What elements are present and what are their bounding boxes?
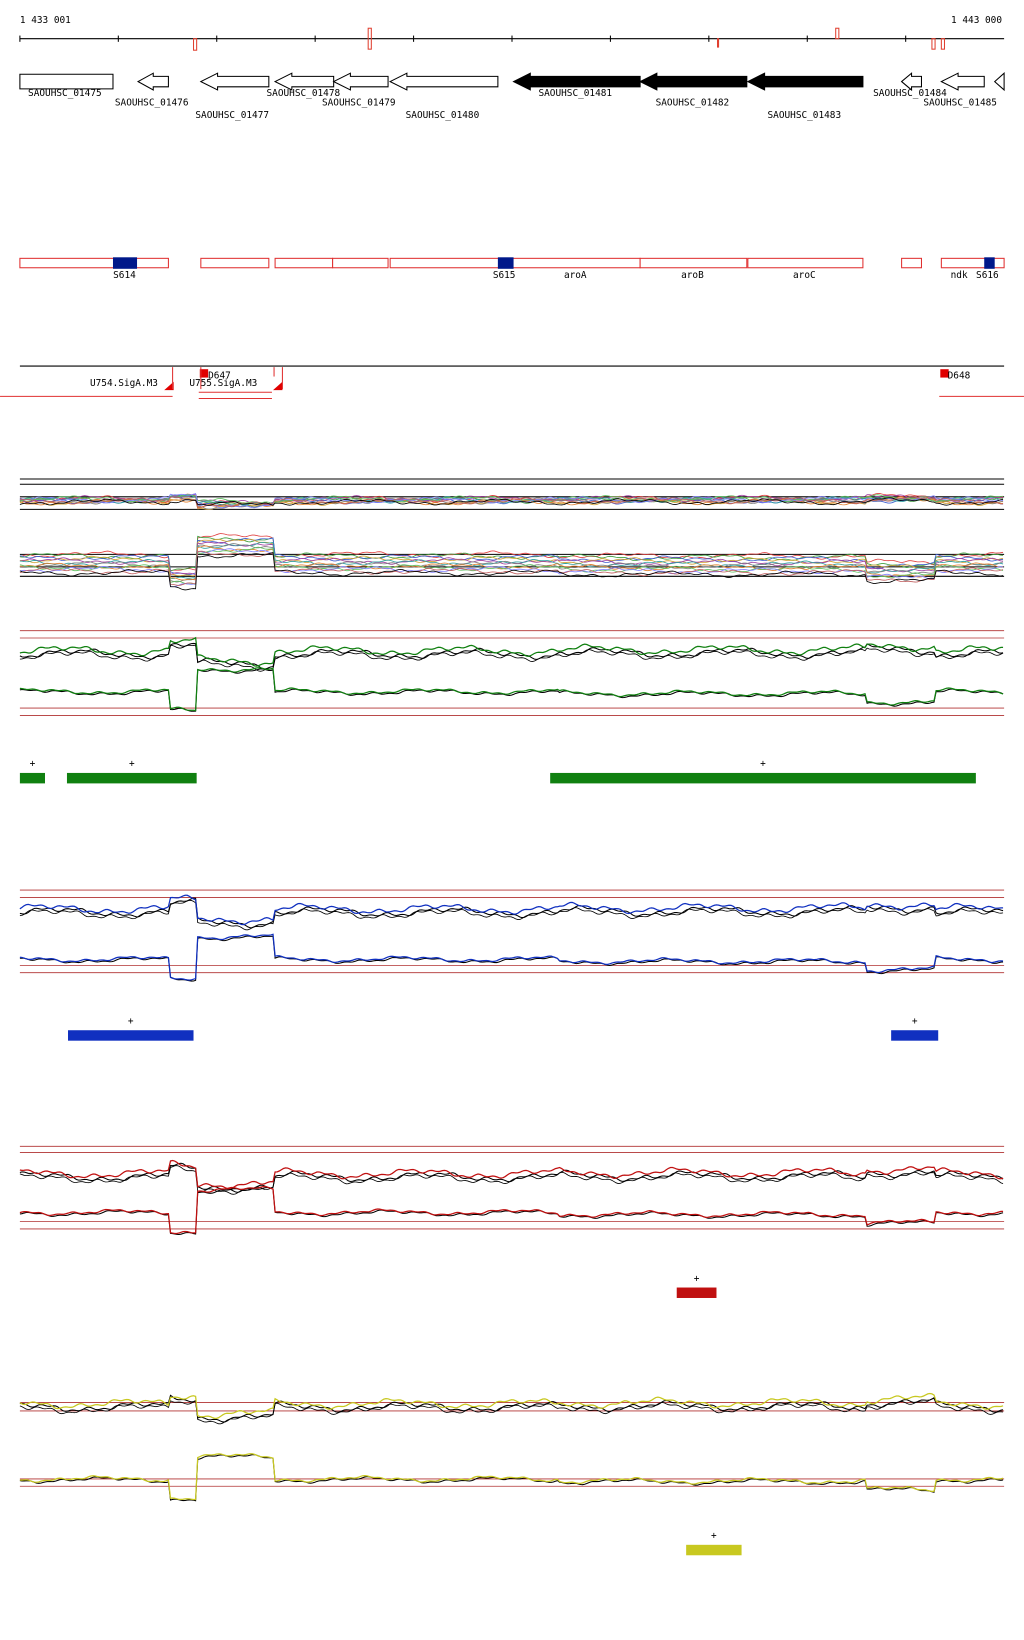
- gene-label: SAOUHSC_01478: [267, 88, 341, 99]
- trace: [19, 636, 1004, 667]
- gene-arrow-filled: [638, 72, 748, 91]
- segment: [274, 257, 334, 269]
- gene-arrow-partial: [993, 72, 1005, 92]
- region-bar: [550, 772, 976, 784]
- region-bar: [19, 772, 45, 784]
- coord-start: 1 433 001: [20, 15, 71, 26]
- segment: [389, 257, 641, 269]
- promoter-marker: [273, 381, 283, 391]
- gene-label: SAOUHSC_01477: [195, 110, 269, 121]
- trace: [19, 546, 1004, 585]
- gene-arrow: [388, 72, 499, 91]
- segment: [747, 257, 864, 269]
- trace: [19, 1454, 1004, 1502]
- promoter-marker: [940, 369, 949, 378]
- trace: [19, 535, 1004, 572]
- gene-arrow: [332, 72, 389, 91]
- region-mark: +: [128, 1016, 134, 1027]
- gene-arrow: [940, 72, 985, 91]
- segment-label: aroC: [793, 270, 816, 281]
- gene-arrow: [19, 73, 114, 90]
- segment-label: S616: [976, 270, 999, 281]
- trace: [19, 497, 1004, 506]
- promoter-marker: [199, 369, 209, 378]
- ruler-feature: [367, 27, 372, 50]
- region-mark: +: [760, 759, 766, 770]
- region-bar: [891, 1030, 939, 1041]
- trace: [19, 538, 1004, 577]
- segment-label: S614: [113, 270, 136, 281]
- trace: [19, 1453, 1004, 1501]
- trace: [19, 897, 1004, 929]
- region-bar: [686, 1544, 742, 1556]
- trace: [19, 933, 1004, 981]
- segment-core: [984, 257, 995, 269]
- gene-label: SAOUHSC_01475: [28, 88, 102, 99]
- gene-label: SAOUHSC_01479: [322, 98, 396, 109]
- gene-label: SAOUHSC_01485: [923, 98, 997, 109]
- promoter-label: D647: [208, 371, 231, 382]
- segment: [200, 257, 270, 269]
- trace: [19, 1392, 1004, 1420]
- gene-label: SAOUHSC_01480: [406, 110, 480, 121]
- ruler-feature: [835, 27, 840, 40]
- segment: [332, 257, 389, 269]
- region-mark: +: [30, 759, 36, 770]
- segment: [940, 257, 1005, 269]
- region-mark: +: [694, 1273, 700, 1284]
- gene-arrow: [900, 72, 922, 92]
- gene-arrow: [199, 72, 270, 91]
- trace: [19, 550, 1004, 586]
- region-mark: +: [912, 1016, 918, 1027]
- trace: [19, 537, 1004, 575]
- gene-label: SAOUHSC_01482: [656, 98, 730, 109]
- coord-end: 1 443 000: [951, 15, 1002, 26]
- segment-core: [112, 257, 138, 269]
- segment: [901, 257, 922, 269]
- promoter-label: D648: [948, 371, 971, 382]
- trace: [19, 495, 1004, 509]
- trace: [19, 1165, 1004, 1195]
- gene-label: SAOUHSC_01476: [115, 98, 189, 109]
- segment: [639, 257, 748, 269]
- ruler-feature: [717, 38, 720, 48]
- gene-label: SAOUHSC_01484: [873, 88, 947, 99]
- trace: [19, 644, 1004, 672]
- trace: [19, 1185, 1004, 1235]
- trace: [19, 894, 1004, 926]
- trace: [19, 899, 1004, 931]
- trace: [19, 552, 1004, 591]
- segment-label: ndk: [951, 270, 968, 281]
- segment-label: S615: [493, 270, 516, 281]
- trace: [19, 1398, 1004, 1425]
- segment-label: aroA: [564, 270, 587, 281]
- region-bar: [676, 1287, 717, 1298]
- trace: [19, 548, 1004, 588]
- ruler-feature: [940, 38, 946, 50]
- region-bar: [68, 1030, 194, 1041]
- gene-arrow: [137, 72, 169, 91]
- segment: [19, 257, 169, 269]
- ruler-feature: [192, 38, 198, 51]
- ruler-feature: [931, 38, 936, 50]
- promoter-label: U755.SigA.M3: [189, 378, 257, 389]
- trace: [19, 1159, 1004, 1190]
- trace: [19, 493, 1004, 505]
- gene-label: SAOUHSC_01481: [538, 88, 612, 99]
- region-mark: +: [129, 759, 135, 770]
- trace: [19, 545, 1004, 581]
- region-bar: [66, 772, 197, 784]
- region-mark: +: [711, 1531, 717, 1542]
- segment-label: aroB: [681, 270, 704, 281]
- gene-label: SAOUHSC_01483: [768, 110, 842, 121]
- segment-core: [497, 257, 514, 269]
- trace: [19, 1162, 1004, 1193]
- promoter-label: U754.SigA.M3: [90, 378, 158, 389]
- trace: [19, 667, 1004, 712]
- gene-arrow-filled: [746, 72, 864, 91]
